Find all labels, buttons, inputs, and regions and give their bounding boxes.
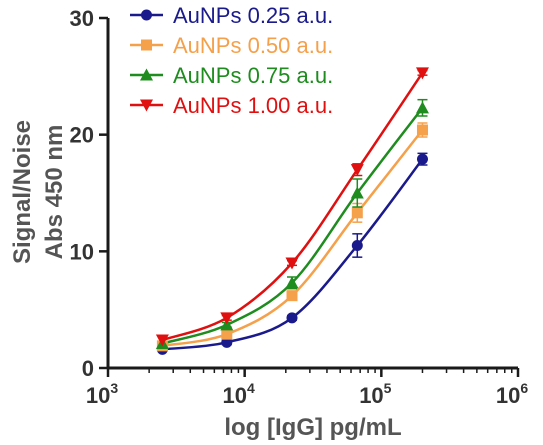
- legend-label: AuNPs 1.00 a.u.: [173, 93, 333, 118]
- axes: 0 10 20 30 103 104 105 106: [70, 6, 529, 408]
- legend: AuNPs 0.25 a.u. AuNPs 0.50 a.u. AuNPs 0.75…: [130, 3, 333, 118]
- data-point-series-3: [415, 101, 429, 114]
- legend-marker: [141, 39, 152, 51]
- x-tick-label: 104: [223, 380, 255, 408]
- legend-marker: [140, 99, 153, 112]
- x-tick-label: 106: [496, 380, 528, 408]
- legend-label: AuNPs 0.75 a.u.: [173, 63, 333, 88]
- data-point-series-4: [415, 67, 429, 80]
- y-tick-label: 20: [70, 123, 94, 148]
- legend-label: AuNPs 0.25 a.u.: [173, 3, 333, 28]
- data-point-series-3: [350, 186, 364, 199]
- y-axis-label-line-2: Abs 450 nm: [41, 125, 68, 260]
- data-point-series-1: [286, 312, 298, 324]
- data-point-series-2: [351, 207, 363, 219]
- y-tick-label: 0: [82, 356, 94, 381]
- x-tick-label: 105: [359, 380, 391, 408]
- data-point-series-4: [155, 334, 169, 347]
- data-point-series-2: [286, 290, 298, 302]
- data-markers: [155, 67, 429, 355]
- data-point-series-3: [285, 276, 299, 289]
- y-tick-label: 30: [70, 6, 94, 31]
- data-point-series-1: [416, 153, 428, 165]
- fit-curves: [161, 72, 424, 351]
- fit-curve-series-3: [162, 107, 424, 345]
- x-axis-label: log [IgG] pg/mL: [224, 414, 401, 441]
- fit-curve-series-2: [162, 129, 424, 348]
- x-tick-label: 103: [86, 380, 118, 408]
- data-point-series-4: [220, 312, 234, 325]
- y-tick-label: 10: [70, 239, 94, 264]
- legend-label: AuNPs 0.50 a.u.: [173, 33, 333, 58]
- data-point-series-4: [285, 257, 299, 270]
- legend-marker: [141, 9, 152, 21]
- data-point-series-4: [350, 164, 364, 177]
- legend-marker: [140, 68, 153, 81]
- data-point-series-2: [416, 124, 428, 136]
- data-point-series-1: [351, 240, 363, 251]
- y-axis-label-line-1: Signal/Noise: [9, 120, 36, 264]
- data-point-series-2: [221, 328, 233, 340]
